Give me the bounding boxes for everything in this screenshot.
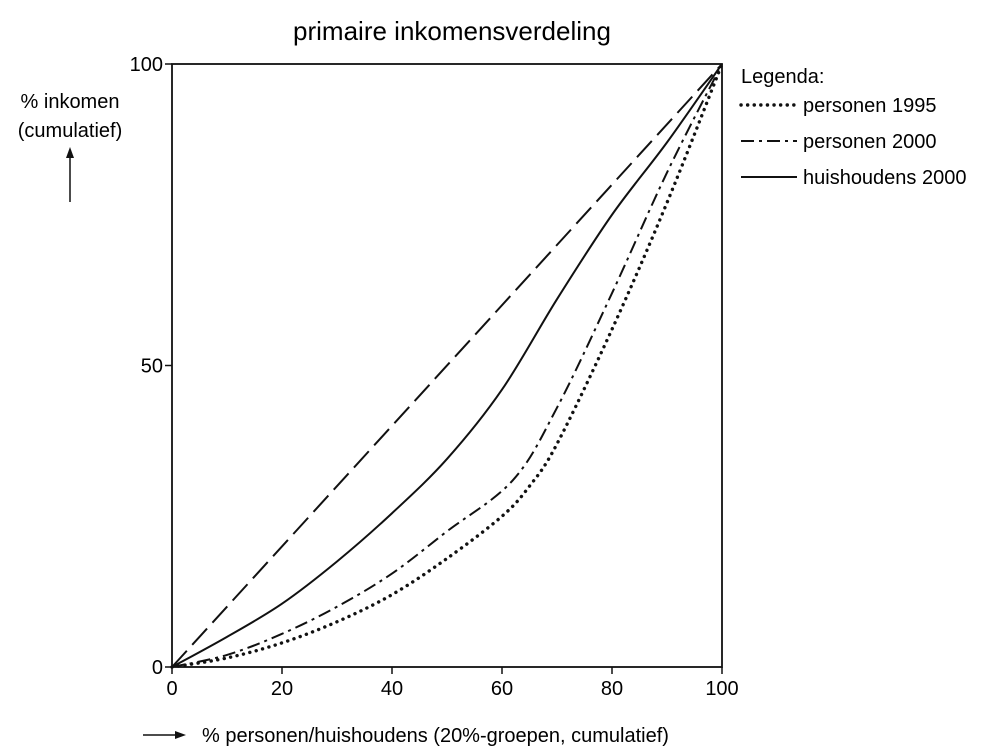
legend: Legenda: personen 1995 personen 2000 huisho… xyxy=(739,66,966,189)
legend-label: personen 2000 xyxy=(803,131,936,153)
series-line-personen-1995 xyxy=(170,62,724,669)
series-line-personen-2000 xyxy=(171,63,723,668)
series-line-equality xyxy=(171,63,723,668)
x-tick-label: 40 xyxy=(381,678,403,700)
y-tick-label: 0 xyxy=(152,657,163,679)
y-axis-arrow xyxy=(66,147,74,202)
x-tick-label: 0 xyxy=(166,678,177,700)
chart-title: primaire inkomensverdeling xyxy=(293,16,611,46)
legend-title: Legenda: xyxy=(741,66,824,88)
y-tick-label: 50 xyxy=(141,356,163,378)
y-axis-label-line-2: (cumulatief) xyxy=(18,120,122,142)
y-tick-label: 100 xyxy=(130,54,163,76)
legend-label: personen 1995 xyxy=(803,95,936,117)
x-axis-label: % personen/huishoudens (20%-groepen, cum… xyxy=(202,725,669,746)
x-tick-label: 20 xyxy=(271,678,293,700)
x-tick-label: 60 xyxy=(491,678,513,700)
x-tick-label: 100 xyxy=(705,678,738,700)
plot-area: 0 20 40 60 80 100 0 50 100 xyxy=(130,54,739,700)
y-axis-label-line-1: % inkomen xyxy=(21,91,120,113)
x-tick-label: 80 xyxy=(601,678,623,700)
x-axis-arrow xyxy=(143,731,186,739)
legend-label: huishoudens 2000 xyxy=(803,167,966,189)
series-line-huishoudens-2000 xyxy=(171,63,723,668)
